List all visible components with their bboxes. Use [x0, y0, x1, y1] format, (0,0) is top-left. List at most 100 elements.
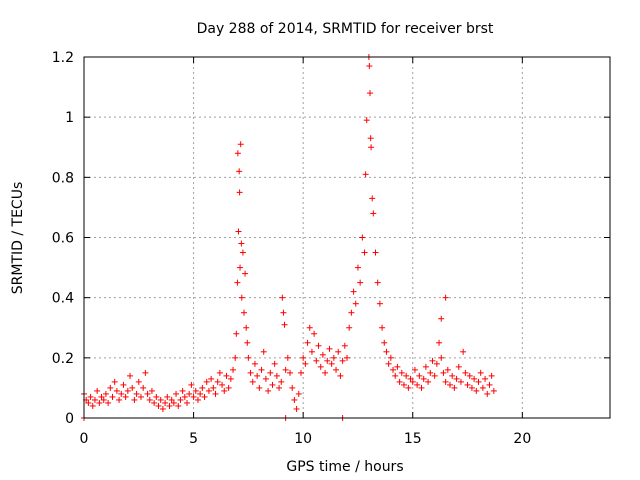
data-point — [230, 366, 237, 373]
data-point — [173, 390, 180, 397]
data-point — [199, 384, 206, 391]
data-point — [100, 396, 107, 403]
data-point — [262, 375, 269, 382]
data-point — [464, 381, 471, 388]
data-point — [438, 354, 445, 361]
data-point — [91, 396, 98, 403]
data-point — [359, 234, 366, 241]
data-point — [326, 345, 333, 352]
data-point — [212, 390, 219, 397]
data-point — [422, 363, 429, 370]
data-point — [471, 375, 478, 382]
data-point — [490, 387, 497, 394]
data-point — [146, 396, 153, 403]
data-point — [111, 378, 118, 385]
data-point — [89, 402, 96, 409]
data-point — [203, 378, 210, 385]
x-tick-label: 20 — [513, 431, 531, 447]
data-point — [348, 309, 355, 316]
data-point — [414, 381, 421, 388]
data-point — [447, 381, 454, 388]
data-point — [170, 399, 177, 406]
data-point — [113, 387, 120, 394]
data-point — [362, 171, 369, 178]
data-point — [390, 366, 397, 373]
data-point — [124, 387, 131, 394]
data-point — [488, 372, 495, 379]
data-point — [254, 372, 261, 379]
data-point — [118, 390, 125, 397]
data-point — [236, 189, 243, 196]
data-point — [354, 264, 361, 271]
data-point — [284, 354, 291, 361]
data-point — [372, 249, 379, 256]
data-point — [339, 357, 346, 364]
data-point — [140, 384, 147, 391]
data-point — [94, 387, 101, 394]
data-point — [238, 240, 245, 247]
data-point — [341, 342, 348, 349]
data-point — [135, 378, 142, 385]
data-point — [387, 354, 394, 361]
data-point — [216, 369, 223, 376]
data-point — [306, 324, 313, 331]
data-point — [245, 354, 252, 361]
data-point — [302, 360, 309, 367]
data-point — [242, 270, 249, 277]
data-point — [405, 384, 412, 391]
data-point — [449, 372, 456, 379]
data-point — [398, 369, 405, 376]
data-point — [477, 369, 484, 376]
data-point — [276, 384, 283, 391]
data-point — [363, 117, 370, 124]
y-tick-label: 0.6 — [52, 231, 74, 247]
x-axis-label: GPS time / hours — [286, 459, 403, 475]
data-point — [453, 375, 460, 382]
data-point — [281, 321, 288, 328]
data-point — [440, 369, 447, 376]
data-point — [295, 390, 302, 397]
data-point — [407, 375, 414, 382]
y-axis-label: SRMTID / TECUs — [10, 182, 26, 295]
data-point — [235, 228, 242, 235]
data-point — [433, 360, 440, 367]
data-point — [107, 384, 114, 391]
data-point — [109, 393, 116, 400]
data-point — [400, 381, 407, 388]
data-point — [192, 387, 199, 394]
data-point — [273, 372, 280, 379]
data-point — [282, 366, 289, 373]
x-tick-label: 0 — [80, 431, 89, 447]
data-point — [297, 369, 304, 376]
data-point — [346, 324, 353, 331]
data-point — [179, 387, 186, 394]
data-point — [468, 384, 475, 391]
data-point — [319, 351, 326, 358]
data-point — [486, 381, 493, 388]
data-point — [457, 378, 464, 385]
data-point — [361, 249, 368, 256]
data-point — [208, 375, 215, 382]
data-point — [186, 390, 193, 397]
data-point — [238, 294, 245, 301]
data-point — [239, 249, 246, 256]
data-point — [367, 90, 374, 97]
data-point — [148, 387, 155, 394]
axis-ticks: 0 0.2 0.4 0.6 0.8 1 1.2 0 5 10 15 20 — [52, 50, 610, 447]
data-point — [330, 354, 337, 361]
data-point — [333, 366, 340, 373]
data-point — [293, 405, 300, 412]
data-point — [324, 357, 331, 364]
data-point — [98, 393, 105, 400]
data-point — [225, 384, 232, 391]
data-point — [442, 294, 449, 301]
data-point — [383, 348, 390, 355]
data-point — [328, 360, 335, 367]
data-point — [162, 399, 169, 406]
data-point — [151, 399, 158, 406]
data-point — [221, 387, 228, 394]
data-point — [237, 141, 244, 148]
data-point — [249, 378, 256, 385]
data-point — [357, 279, 364, 286]
